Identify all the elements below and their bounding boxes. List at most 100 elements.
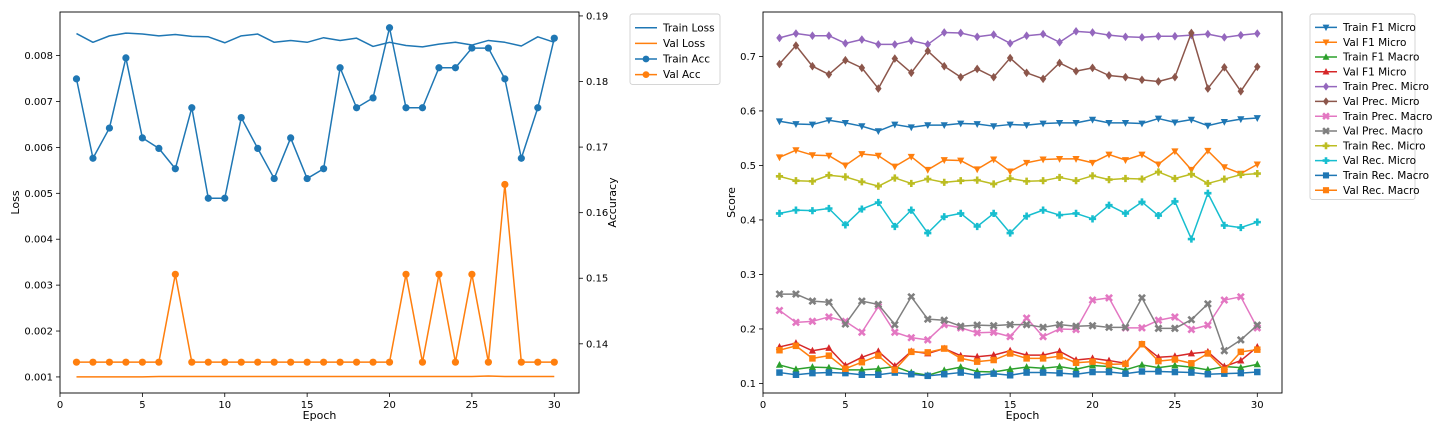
y-tick-label: 0.2 [740,324,756,335]
data-point [1023,212,1031,220]
data-point [825,363,833,371]
data-point [874,198,882,207]
data-point [858,178,866,186]
data-point [1154,115,1163,123]
score-x-ticks: 0 5 10 15 20 25 30 [760,393,1264,411]
data-point [435,64,443,72]
data-point [1105,368,1113,376]
data-point [990,30,997,39]
data-point [1056,37,1063,47]
series-line-train-f1-macro [779,363,1258,377]
data-point [858,35,866,44]
data-point [1039,120,1047,128]
legend-item-train-rec-micro: Train Rec. Micro [1315,140,1426,152]
data-point [1171,361,1179,369]
data-point [1170,312,1179,321]
data-point [842,55,849,65]
y-tick-label: 0.003 [24,281,53,292]
data-point [1138,340,1146,348]
data-point [1105,361,1113,368]
data-point [808,317,817,326]
data-point [270,358,278,366]
x-tick-label: 25 [1169,400,1182,411]
data-point [287,358,295,366]
data-point [1220,118,1228,126]
data-point [1089,28,1096,37]
data-point [808,207,817,215]
loss-accuracy-x-ticks: 0 5 10 15 20 25 30 [57,393,561,411]
data-point [775,118,784,126]
data-point [287,134,295,142]
data-point [775,306,784,315]
data-point [874,364,882,372]
data-point [1023,159,1031,167]
y-tick-label: 0.007 [24,97,53,108]
data-point [957,28,964,38]
data-point [973,121,981,128]
legend-item-val-rec-micro: Val Rec. Micro [1315,155,1416,167]
legend-swatch-marker [642,55,650,63]
legend-swatch-marker [1322,39,1330,46]
y-tick-label: 0.008 [24,51,53,62]
data-point [791,318,800,327]
series-val-prec-micro [776,28,1261,96]
data-point [1122,32,1129,42]
legend-item-train-acc: Train Acc [635,54,710,66]
data-point [1187,325,1196,334]
data-point [221,194,229,202]
data-point [874,182,882,190]
accuracy-y-ticks: 0.14 0.15 0.16 0.17 0.18 0.19 [579,11,608,350]
x-tick-label: 30 [1251,400,1264,411]
data-point [1088,296,1097,305]
data-point [1187,349,1195,357]
data-point [940,61,948,71]
data-point [924,349,932,356]
data-point [1072,27,1080,36]
data-point [1006,332,1015,341]
data-point [1089,368,1096,376]
data-point [1237,348,1245,356]
data-point [1121,157,1130,164]
data-point [1055,211,1064,219]
data-point [1154,211,1163,220]
data-point [891,54,899,63]
data-point [1088,321,1097,330]
data-point [940,316,949,325]
series-line-val-f1-micro [779,149,1258,175]
data-point [825,117,833,125]
data-point [1105,71,1113,80]
data-point [1138,368,1146,375]
data-point [1023,369,1030,376]
data-point [874,128,882,136]
data-point [875,352,882,359]
data-point [1138,360,1146,368]
data-point [484,358,492,366]
data-point [858,151,866,158]
legend-label: Train F1 Micro [1342,22,1416,34]
data-point [1170,324,1179,333]
data-point [825,70,833,79]
data-point [1039,355,1047,362]
data-point [1253,161,1261,169]
data-point [1171,197,1179,206]
data-point [924,175,932,183]
data-point [841,221,849,229]
data-point [1056,369,1063,377]
data-point [1105,293,1113,302]
data-point [1204,370,1212,378]
data-point [254,358,262,366]
x-tick-label: 20 [1086,400,1099,411]
data-point [72,358,81,366]
data-point [973,166,981,174]
y-tick-label: 0.3 [740,270,756,281]
data-point [809,369,816,377]
data-point [1220,164,1228,172]
data-point [1088,159,1097,167]
data-point [923,315,932,324]
data-point [1055,320,1064,329]
data-point [990,180,998,188]
loss-y-ticks: 0.001 0.002 0.003 0.004 0.005 0.006 0.007 0.008 [24,51,60,383]
legend-item-train-rec-macro: Train Rec. Macro [1315,170,1429,182]
data-point [1204,122,1212,130]
